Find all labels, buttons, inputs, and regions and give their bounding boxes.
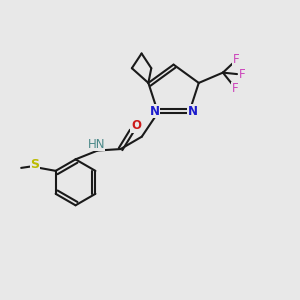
- Text: F: F: [232, 53, 239, 66]
- Text: S: S: [31, 158, 40, 171]
- Text: N: N: [149, 105, 159, 118]
- Text: F: F: [232, 82, 238, 95]
- Text: F: F: [239, 68, 245, 81]
- Text: HN: HN: [87, 138, 105, 151]
- Text: O: O: [131, 119, 141, 132]
- Text: N: N: [188, 105, 198, 118]
